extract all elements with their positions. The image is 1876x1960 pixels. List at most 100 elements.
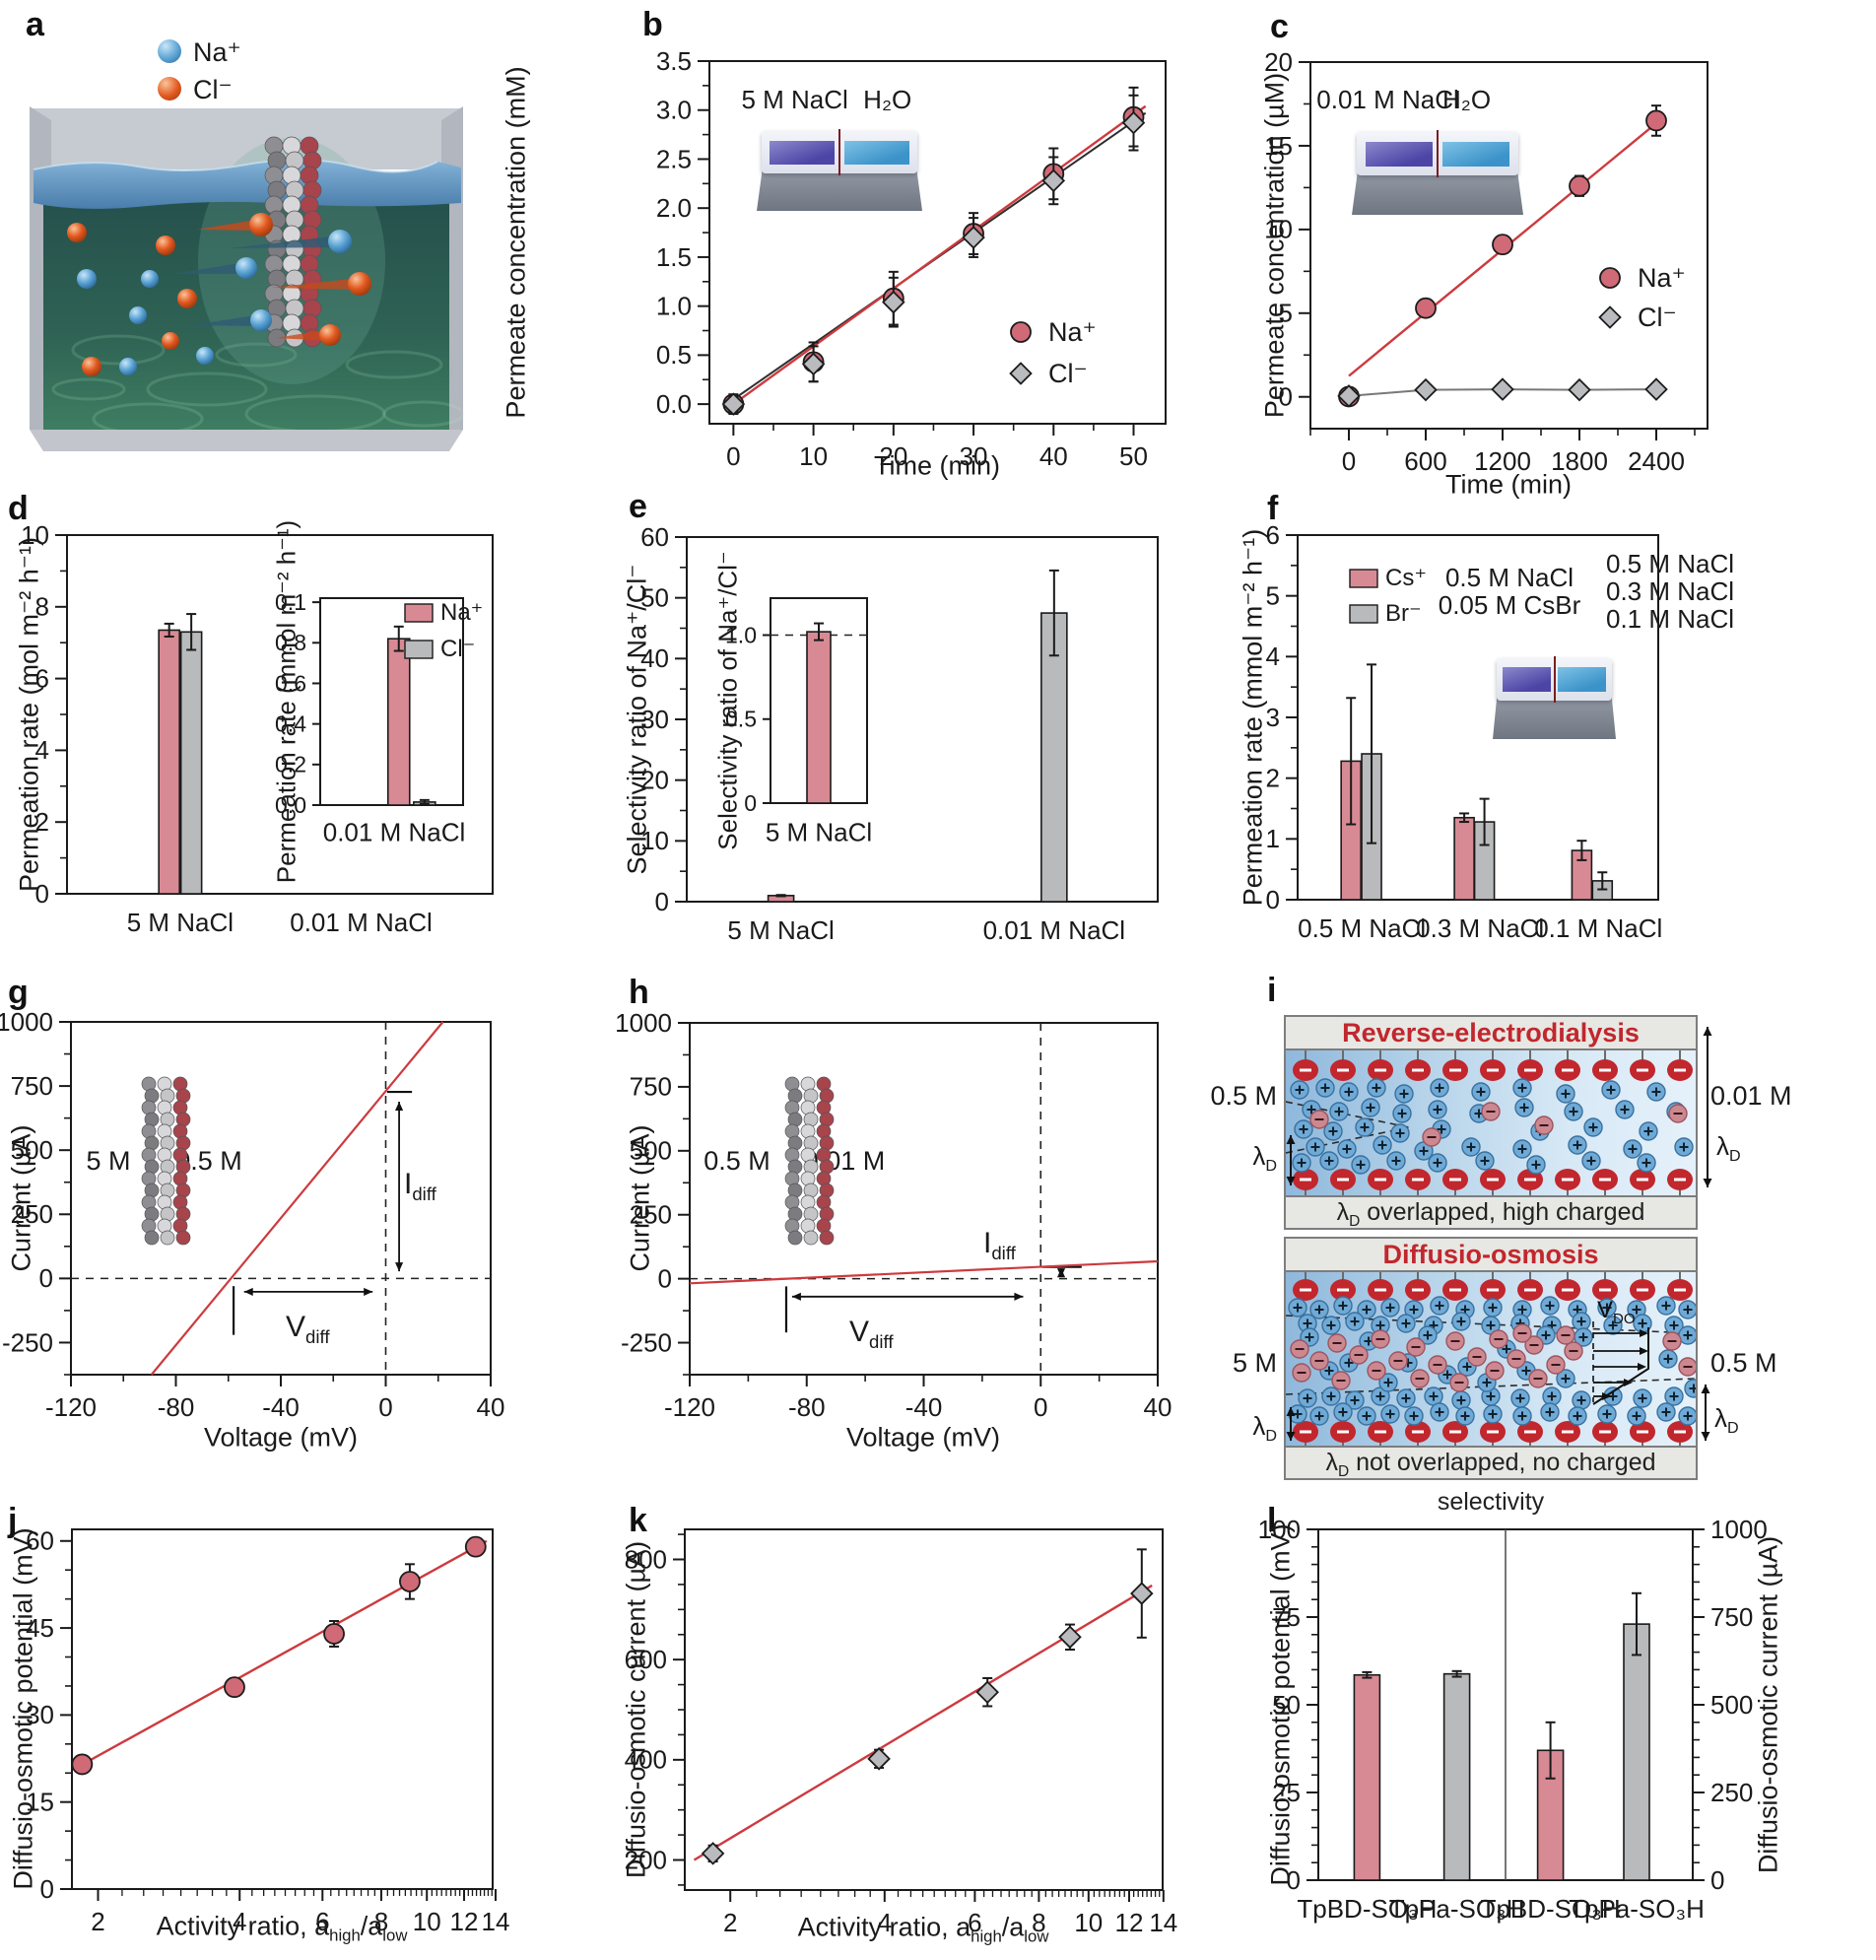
svg-text:40: 40 xyxy=(1039,441,1068,471)
i-top-schematic: Reverse-electrodialysis λD overlapped, h… xyxy=(1284,1015,1698,1265)
svg-text:Na⁺: Na⁺ xyxy=(440,599,483,626)
svg-text:10: 10 xyxy=(1264,215,1293,244)
f-note-draw: 0.5 M NaCl 0.3 M NaCl 0.1 M NaCl xyxy=(1606,550,1734,633)
h-right-conc-label: 0.01 M xyxy=(803,1146,886,1176)
svg-text:5 M NaCl: 5 M NaCl xyxy=(727,915,834,945)
svg-text:0: 0 xyxy=(1342,446,1356,476)
g-left-conc-label: 5 M xyxy=(86,1146,131,1176)
e-inset-x-label: 5 M NaCl xyxy=(765,817,873,847)
svg-text:0.8: 0.8 xyxy=(275,630,306,655)
svg-text:0.0: 0.0 xyxy=(275,792,306,818)
chart-e: 0 10 20 30 40 50 60 5 M NaCl 0.01 M NaCl xyxy=(640,522,1159,945)
svg-text:3.5: 3.5 xyxy=(656,46,692,76)
f-note-feed-line1: 0.5 M NaCl xyxy=(1444,563,1574,592)
svg-text:0: 0 xyxy=(658,1263,672,1293)
svg-text:Cl⁻: Cl⁻ xyxy=(1048,359,1088,388)
reservoir-membrane-divider xyxy=(1436,130,1440,177)
svg-text:20: 20 xyxy=(1264,47,1293,77)
panel-letter-i: i xyxy=(1267,972,1277,1009)
svg-text:1.5: 1.5 xyxy=(656,242,692,272)
svg-text:-120: -120 xyxy=(45,1392,97,1422)
g-vdiff-label: Vdiff xyxy=(286,1311,329,1348)
i-bottom-title-band: Diffusio-osmosis xyxy=(1286,1239,1696,1272)
svg-text:600: 600 xyxy=(625,1645,667,1674)
svg-text:25: 25 xyxy=(1272,1778,1301,1807)
svg-text:10: 10 xyxy=(21,520,49,550)
g-x-axis-title: Voltage (mV) xyxy=(203,1422,359,1453)
panel-letter-h: h xyxy=(629,974,649,1011)
svg-text:0.0: 0.0 xyxy=(656,389,692,419)
g-vdiff-sub: diff xyxy=(305,1326,330,1347)
svg-text:-80: -80 xyxy=(788,1392,826,1422)
svg-text:250: 250 xyxy=(630,1200,672,1230)
svg-text:30: 30 xyxy=(960,441,988,471)
svg-text:45: 45 xyxy=(26,1613,54,1643)
j-x-title-pre: Activity ratio, a xyxy=(156,1911,330,1941)
svg-text:0.5: 0.5 xyxy=(656,340,692,370)
d-inset-x-label: 0.01 M NaCl xyxy=(322,817,466,847)
g-idiff-sub: diff xyxy=(412,1183,436,1204)
svg-text:60: 60 xyxy=(26,1526,54,1556)
svg-text:750: 750 xyxy=(1710,1602,1753,1632)
svg-text:800: 800 xyxy=(625,1544,667,1574)
b-reservoir-right-label: H₂O xyxy=(863,85,912,114)
svg-text:75: 75 xyxy=(1272,1602,1301,1632)
svg-text:1000: 1000 xyxy=(615,1008,672,1038)
f-note-draw-line2: 0.3 M NaCl xyxy=(1606,576,1735,606)
chart-g: -250 0 250 500 750 1000 -120 -80 -40 0 40 xyxy=(0,1007,504,1422)
svg-text:1.0: 1.0 xyxy=(656,291,692,320)
na-ion-label: Na⁺ xyxy=(193,37,241,67)
svg-text:200: 200 xyxy=(625,1845,667,1874)
h-vdiff-sub: diff xyxy=(869,1331,894,1352)
i-bottom-ions-canvas: VDO xyxy=(1286,1272,1696,1446)
svg-text:40: 40 xyxy=(640,643,669,673)
h-left-conc-label: 0.5 M xyxy=(704,1146,770,1176)
svg-text:4: 4 xyxy=(878,1908,892,1937)
svg-text:0: 0 xyxy=(378,1392,392,1422)
svg-text:0: 0 xyxy=(744,790,757,816)
svg-text:1800: 1800 xyxy=(1551,446,1608,476)
svg-text:50: 50 xyxy=(640,583,669,613)
svg-text:-120: -120 xyxy=(664,1392,715,1422)
svg-text:8: 8 xyxy=(35,592,49,622)
k-x-title-sub1: high xyxy=(971,1926,1002,1946)
svg-text:0: 0 xyxy=(39,1263,53,1293)
lambda-sub: D xyxy=(1727,1419,1739,1438)
b-reservoir-icon: 5 M NaCl H₂O xyxy=(741,85,922,211)
g-vdiff-main: V xyxy=(286,1311,306,1343)
svg-text:0.01 M NaCl: 0.01 M NaCl xyxy=(290,908,433,937)
reservoir-feed-cell xyxy=(770,140,835,165)
reservoir-permeate-cell xyxy=(844,140,909,165)
svg-text:600: 600 xyxy=(1404,446,1446,476)
svg-text:-250: -250 xyxy=(621,1327,672,1357)
svg-text:2: 2 xyxy=(1266,764,1280,793)
lambda-sub: D xyxy=(1729,1147,1741,1166)
i-bottom-caption-lambda: λ xyxy=(1325,1449,1338,1476)
lambda-sub: D xyxy=(1265,1157,1277,1176)
chart-l: 025507510002505007501000TpBD-SO₃HTpPa-SO… xyxy=(1258,1515,1768,1924)
lambda-sub: D xyxy=(1265,1427,1277,1446)
f-note-feed-line2: 0.05 M CsBr xyxy=(1438,590,1581,620)
svg-text:TpBD-SO₃H: TpBD-SO₃H xyxy=(1481,1894,1621,1924)
lambda-main: λ xyxy=(1252,1411,1266,1441)
svg-text:400: 400 xyxy=(625,1745,667,1775)
svg-text:4: 4 xyxy=(1266,642,1280,671)
svg-text:2: 2 xyxy=(35,807,49,837)
svg-text:-40: -40 xyxy=(262,1392,300,1422)
lambda-main: λ xyxy=(1252,1141,1266,1171)
svg-text:50: 50 xyxy=(1272,1690,1301,1720)
svg-text:0.5 M NaCl: 0.5 M NaCl xyxy=(1298,913,1426,943)
svg-text:4: 4 xyxy=(35,735,49,765)
i-top-right-conc-label: 0.01 M xyxy=(1710,1081,1792,1111)
c-reservoir-icon: 0.01 M NaCl H₂O xyxy=(1316,85,1523,215)
h-vdiff-label: Vdiff xyxy=(849,1316,893,1353)
panel-a-scene xyxy=(30,106,465,451)
i-top-right-lambda-label: λD xyxy=(1716,1131,1741,1166)
i-bottom-caption-band: λD not overlapped, no charged selectivit… xyxy=(1286,1446,1696,1516)
svg-text:5: 5 xyxy=(1279,299,1293,328)
panel-letter-a: a xyxy=(26,6,44,43)
i-top-caption-lambda: λ xyxy=(1336,1198,1350,1226)
i-top-caption-band: λD overlapped, high charged selectivity xyxy=(1286,1195,1696,1265)
panel-letter-g: g xyxy=(8,974,29,1011)
